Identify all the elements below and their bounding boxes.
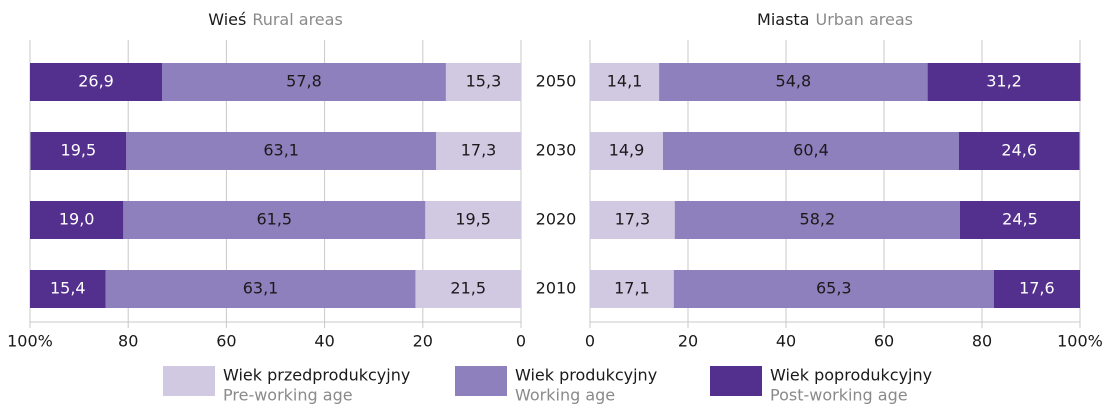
bar-segment xyxy=(30,63,163,101)
legend-label-en: Post-working age xyxy=(770,386,908,405)
value-label: 17,3 xyxy=(461,141,497,160)
bar-segment xyxy=(123,201,426,239)
x-tick-label: 40 xyxy=(776,332,796,351)
bar-segment xyxy=(30,270,106,308)
value-label: 31,2 xyxy=(986,72,1022,91)
value-label: 14,9 xyxy=(609,141,645,160)
value-label: 65,3 xyxy=(816,279,852,298)
value-label: 61,5 xyxy=(256,210,292,229)
x-tick-label: 40 xyxy=(314,332,334,351)
bar-segment xyxy=(30,201,124,239)
x-tick-label: 100% xyxy=(7,332,53,351)
panel-title: Miasta Urban areas xyxy=(757,10,913,29)
bar-segment xyxy=(436,132,521,170)
subtitle: Urban areas xyxy=(815,10,913,29)
value-label: 54,8 xyxy=(776,72,812,91)
value-label: 21,5 xyxy=(450,279,486,298)
x-tick-label: 20 xyxy=(678,332,698,351)
value-label: 15,4 xyxy=(50,279,86,298)
subtitle: Rural areas xyxy=(252,10,342,29)
bar-segment xyxy=(959,201,1080,239)
bar-segment xyxy=(659,63,928,101)
bar-segment xyxy=(674,201,960,239)
value-label: 60,4 xyxy=(793,141,829,160)
legend-label-en: Working age xyxy=(515,386,615,405)
value-label: 19,5 xyxy=(61,141,97,160)
bar-segment xyxy=(927,63,1081,101)
legend-label-en: Pre-working age xyxy=(223,386,353,405)
x-tick-label: 0 xyxy=(585,332,595,351)
x-tick-label: 100% xyxy=(1057,332,1103,351)
bar-segment xyxy=(590,270,674,308)
value-label: 19,5 xyxy=(455,210,491,229)
x-tick-label: 60 xyxy=(874,332,894,351)
value-label: 17,3 xyxy=(615,210,651,229)
title: Miasta xyxy=(757,10,809,29)
bar-segment xyxy=(425,201,521,239)
value-label: 14,1 xyxy=(607,72,643,91)
category-label: 2020 xyxy=(536,210,577,229)
category-label: 2010 xyxy=(536,279,577,298)
value-label: 24,5 xyxy=(1002,210,1038,229)
title: Wieś xyxy=(208,10,246,29)
bar-segment xyxy=(993,270,1080,308)
legend-swatch xyxy=(455,366,507,396)
bar-segment xyxy=(663,132,959,170)
bar-segment xyxy=(162,63,446,101)
value-label: 26,9 xyxy=(78,72,114,91)
value-label: 19,0 xyxy=(59,210,95,229)
x-tick-label: 60 xyxy=(216,332,236,351)
panel-title: Wieś Rural areas xyxy=(208,10,343,29)
value-label: 58,2 xyxy=(800,210,836,229)
bar-segment xyxy=(590,201,675,239)
category-label: 2030 xyxy=(536,141,577,160)
bar-segment xyxy=(445,63,521,101)
x-tick-label: 80 xyxy=(118,332,138,351)
bar-segment xyxy=(673,270,994,308)
x-tick-label: 20 xyxy=(413,332,433,351)
value-label: 57,8 xyxy=(286,72,322,91)
legend-label: Wiek produkcyjny xyxy=(515,366,657,385)
bar-segment xyxy=(590,132,664,170)
value-label: 63,1 xyxy=(243,279,279,298)
bar-segment xyxy=(958,132,1080,170)
bar-segment xyxy=(30,132,127,170)
bar-segment xyxy=(126,132,437,170)
value-label: 63,1 xyxy=(263,141,299,160)
x-tick-label: 80 xyxy=(972,332,992,351)
category-label: 2050 xyxy=(536,72,577,91)
x-tick-label: 0 xyxy=(516,332,526,351)
legend-label: Wiek przedprodukcyjny xyxy=(223,366,410,385)
bar-segment xyxy=(105,270,416,308)
value-label: 17,1 xyxy=(614,279,650,298)
legend-swatch xyxy=(710,366,762,396)
value-label: 24,6 xyxy=(1001,141,1037,160)
bar-segment xyxy=(415,270,521,308)
legend-label: Wiek poprodukcyjny xyxy=(770,366,932,385)
value-label: 17,6 xyxy=(1019,279,1055,298)
bar-segment xyxy=(590,63,660,101)
legend-swatch xyxy=(163,366,215,396)
value-label: 15,3 xyxy=(466,72,502,91)
